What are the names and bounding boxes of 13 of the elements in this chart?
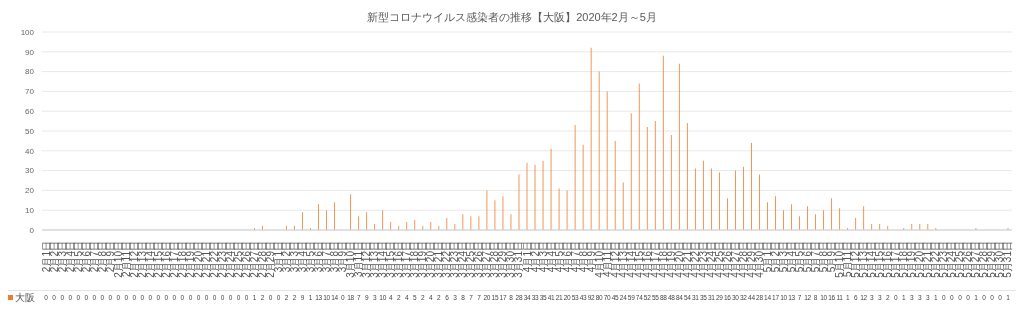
y-tick-label: 0 xyxy=(29,225,35,235)
legend-label: 大阪 xyxy=(15,290,35,305)
y-tick-label: 60 xyxy=(25,107,35,117)
y-tick-label: 50 xyxy=(25,126,35,136)
chart-title: 新型コロナウイルス感染者の推移【大阪】2020年2月～5月 xyxy=(366,10,658,25)
y-tick-label: 40 xyxy=(25,146,35,156)
y-tick-label: 20 xyxy=(25,186,35,196)
y-tick-label: 70 xyxy=(25,87,35,97)
y-tick-label: 30 xyxy=(25,166,35,176)
y-tick-label: 90 xyxy=(25,47,35,57)
y-tick-label: 100 xyxy=(20,27,35,37)
y-tick-label: 10 xyxy=(25,206,35,216)
y-tick-label: 80 xyxy=(25,67,35,77)
